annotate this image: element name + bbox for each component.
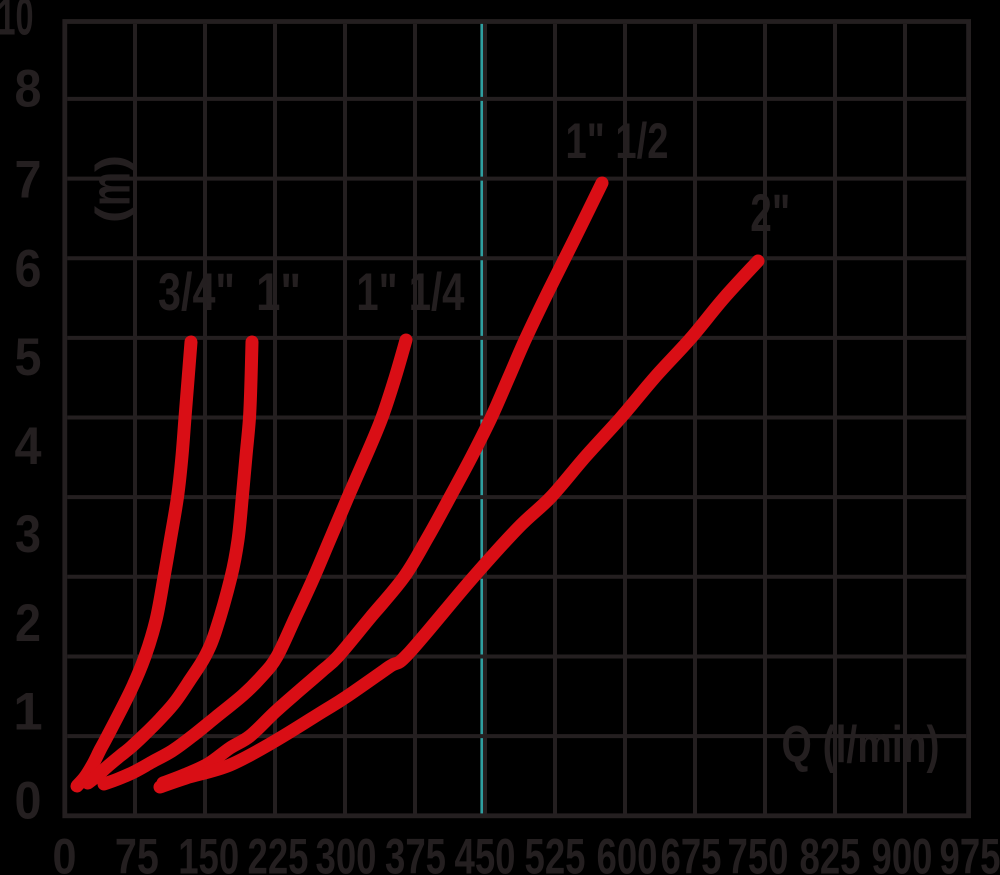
svg-text:1" 1/4: 1" 1/4 bbox=[356, 263, 464, 322]
svg-text:975: 975 bbox=[940, 829, 1000, 875]
svg-text:3: 3 bbox=[15, 505, 41, 564]
svg-text:5: 5 bbox=[15, 328, 42, 387]
svg-text:2": 2" bbox=[750, 184, 790, 243]
svg-text:825: 825 bbox=[800, 829, 861, 875]
svg-text:675: 675 bbox=[661, 829, 722, 875]
svg-text:4: 4 bbox=[15, 417, 42, 476]
svg-text:): ) bbox=[87, 155, 136, 172]
svg-text:1": 1" bbox=[256, 263, 301, 322]
svg-text:3/4": 3/4" bbox=[158, 263, 235, 322]
svg-text:450: 450 bbox=[455, 829, 516, 875]
svg-text:1" 1/2: 1" 1/2 bbox=[566, 113, 669, 169]
svg-text:300: 300 bbox=[316, 829, 377, 875]
svg-text:6: 6 bbox=[15, 240, 42, 299]
svg-text:525: 525 bbox=[525, 829, 586, 875]
svg-text:900: 900 bbox=[872, 829, 933, 875]
svg-text:0: 0 bbox=[53, 829, 77, 875]
svg-text:75: 75 bbox=[115, 829, 159, 875]
svg-text:7: 7 bbox=[15, 151, 42, 210]
svg-text:0: 0 bbox=[15, 772, 42, 831]
svg-text:8: 8 bbox=[15, 60, 42, 119]
svg-text:1: 1 bbox=[13, 683, 42, 742]
svg-text:750: 750 bbox=[728, 829, 789, 875]
svg-text:m: m bbox=[79, 172, 142, 206]
svg-text:225: 225 bbox=[248, 829, 309, 875]
svg-text:10: 10 bbox=[0, 0, 34, 47]
svg-text:(: ( bbox=[87, 206, 136, 223]
svg-text:600: 600 bbox=[597, 829, 658, 875]
svg-text:Q (l/min): Q (l/min) bbox=[782, 716, 940, 774]
svg-text:2: 2 bbox=[15, 594, 41, 653]
svg-text:375: 375 bbox=[385, 829, 446, 875]
svg-text:150: 150 bbox=[178, 829, 239, 875]
